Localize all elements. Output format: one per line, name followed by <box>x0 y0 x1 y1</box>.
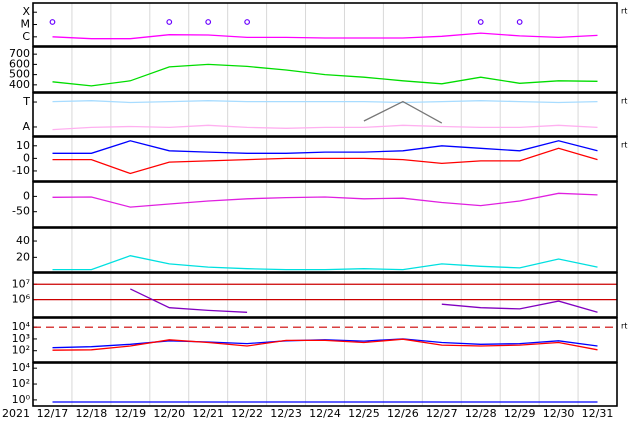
y-tick-label: 10 <box>16 139 30 152</box>
y-tick-label: 0 <box>23 189 30 202</box>
y-tick-label: 10⁶ <box>12 293 31 306</box>
y-tick-label: 10⁴ <box>12 320 31 333</box>
event-marker <box>516 19 523 25</box>
x-tick-label: 12/26 <box>387 407 419 420</box>
year-label: 2021 <box>2 407 30 420</box>
y-tick-label: T <box>22 95 30 108</box>
series-line <box>130 288 598 313</box>
series-line <box>52 63 598 87</box>
panel-frame <box>32 2 618 47</box>
y-tick-label: 10⁰ <box>12 393 31 406</box>
x-tick-label: 12/19 <box>114 407 146 420</box>
series-line <box>363 100 443 124</box>
x-tick-label: 12/23 <box>270 407 302 420</box>
y-tick-label: 10² <box>12 377 30 390</box>
series-line <box>52 32 598 40</box>
y-tick-label: 40 <box>16 234 30 247</box>
y-tick-label: -10 <box>12 164 30 177</box>
x-tick-label: 12/29 <box>504 407 536 420</box>
x-tick-label: 12/18 <box>76 407 108 420</box>
y-tick-label: 10⁷ <box>12 277 30 290</box>
x-tick-label: 12/31 <box>582 407 614 420</box>
y-tick-label: 400 <box>9 78 30 91</box>
y-tick-label: C <box>22 30 30 43</box>
x-tick-label: 12/27 <box>426 407 458 420</box>
y-tick-label: 600 <box>9 57 30 70</box>
series-line <box>52 255 598 271</box>
y-tick-label: 10³ <box>12 332 30 345</box>
y-tick-label: M <box>21 18 31 31</box>
y-tick-label: X <box>22 5 30 18</box>
y-tick-label: 20 <box>16 250 30 263</box>
x-tick-label: 12/30 <box>543 407 575 420</box>
panel-frame <box>32 272 618 318</box>
y-tick-label: 500 <box>9 68 30 81</box>
event-marker <box>244 19 251 25</box>
series-line <box>52 192 598 208</box>
right-label: rt <box>621 141 627 150</box>
right-label: rt <box>621 7 627 16</box>
panel-frame <box>32 181 618 228</box>
panel-frame <box>32 136 618 182</box>
x-tick-label: 12/22 <box>231 407 263 420</box>
event-marker <box>477 19 484 25</box>
panel-frame <box>32 92 618 137</box>
series-line <box>52 338 598 351</box>
y-tick-label: A <box>22 120 30 133</box>
x-tick-label: 12/21 <box>192 407 224 420</box>
x-tick-label: 12/28 <box>465 407 497 420</box>
x-tick-label: 12/17 <box>37 407 69 420</box>
x-tick-label: 12/20 <box>153 407 185 420</box>
series-line <box>52 147 598 175</box>
x-tick-label: 12/24 <box>309 407 341 420</box>
event-marker <box>49 19 56 25</box>
y-tick-label: 0 <box>23 151 30 164</box>
x-tick-label: 12/25 <box>348 407 380 420</box>
y-tick-label: -50 <box>12 205 30 218</box>
panel-frame <box>32 46 618 93</box>
right-label: rt <box>621 322 627 331</box>
series-line <box>52 140 598 154</box>
event-marker <box>205 19 212 25</box>
series-line <box>52 100 598 104</box>
panel-frame <box>32 317 618 363</box>
series-line <box>52 124 598 131</box>
y-tick-label: 10² <box>12 344 30 357</box>
event-marker <box>166 19 173 25</box>
panel-frame <box>32 362 618 407</box>
y-tick-label: 700 <box>9 47 30 60</box>
y-tick-label: 10⁴ <box>12 361 31 374</box>
right-label: rt <box>621 97 627 106</box>
panel-frame <box>32 227 618 273</box>
